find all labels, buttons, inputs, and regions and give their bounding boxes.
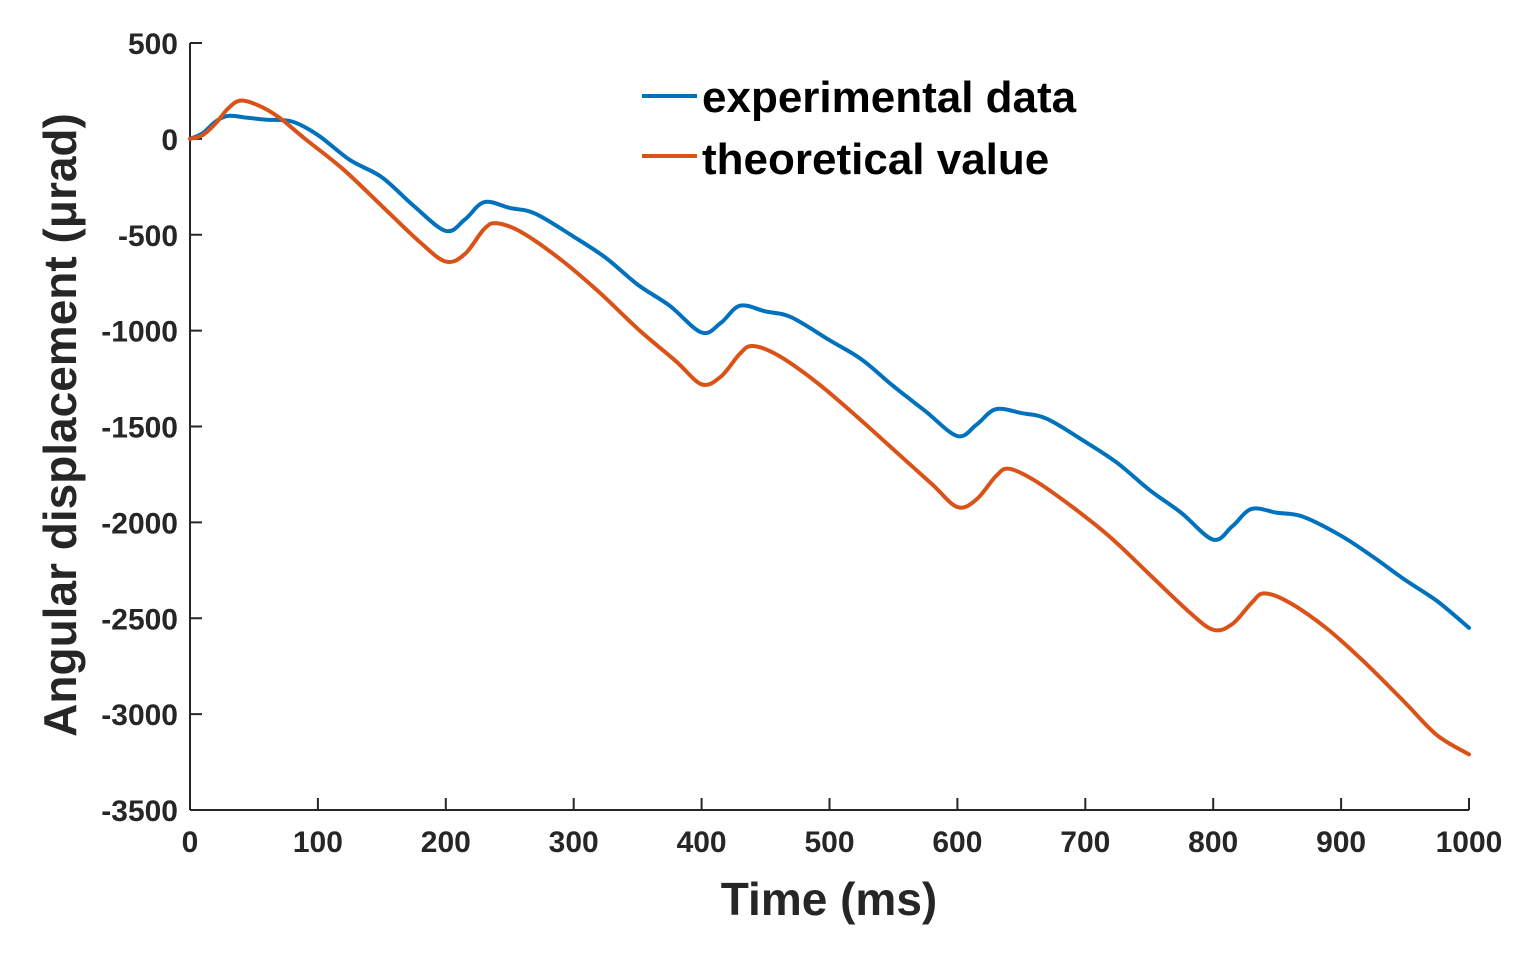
y-tick-label: 0 xyxy=(161,124,178,157)
y-tick-label: 500 xyxy=(128,28,178,61)
x-tick-label: 300 xyxy=(549,826,599,859)
y-tick-label: -1500 xyxy=(101,412,178,445)
legend: experimental data theoretical value xyxy=(642,73,1077,184)
x-tick-label: 200 xyxy=(421,826,471,859)
legend-label-experimental-data: experimental data xyxy=(702,73,1077,122)
axes: 0 100 200 300 400 500 600 700 800 900 1000 500 0 -500… xyxy=(101,28,1502,859)
series-line-theoretical-value xyxy=(188,98,1471,757)
x-tick-label: 0 xyxy=(182,826,199,859)
y-tick-label: -500 xyxy=(118,220,178,253)
y-axis-title: Angular displacement (μrad) xyxy=(34,113,86,737)
legend-label-theoretical-value: theoretical value xyxy=(702,135,1049,184)
series-line-experimental-data xyxy=(188,113,1471,630)
x-tick-label: 700 xyxy=(1060,826,1110,859)
y-tick-label: -3500 xyxy=(101,795,178,828)
x-tick-label: 900 xyxy=(1316,826,1366,859)
y-tick-label: -2000 xyxy=(101,507,178,540)
y-tick-label: -2500 xyxy=(101,603,178,636)
x-tick-label: 800 xyxy=(1188,826,1238,859)
x-axis-title: Time (ms) xyxy=(721,873,937,925)
x-tick-label: 500 xyxy=(804,826,854,859)
y-tick-label: -3000 xyxy=(101,699,178,732)
x-tick-label: 100 xyxy=(293,826,343,859)
x-tick-label: 400 xyxy=(677,826,727,859)
x-tick-label: 1000 xyxy=(1436,826,1503,859)
x-tick-label: 600 xyxy=(932,826,982,859)
series-group xyxy=(188,98,1471,757)
y-tick-label: -1000 xyxy=(101,316,178,349)
